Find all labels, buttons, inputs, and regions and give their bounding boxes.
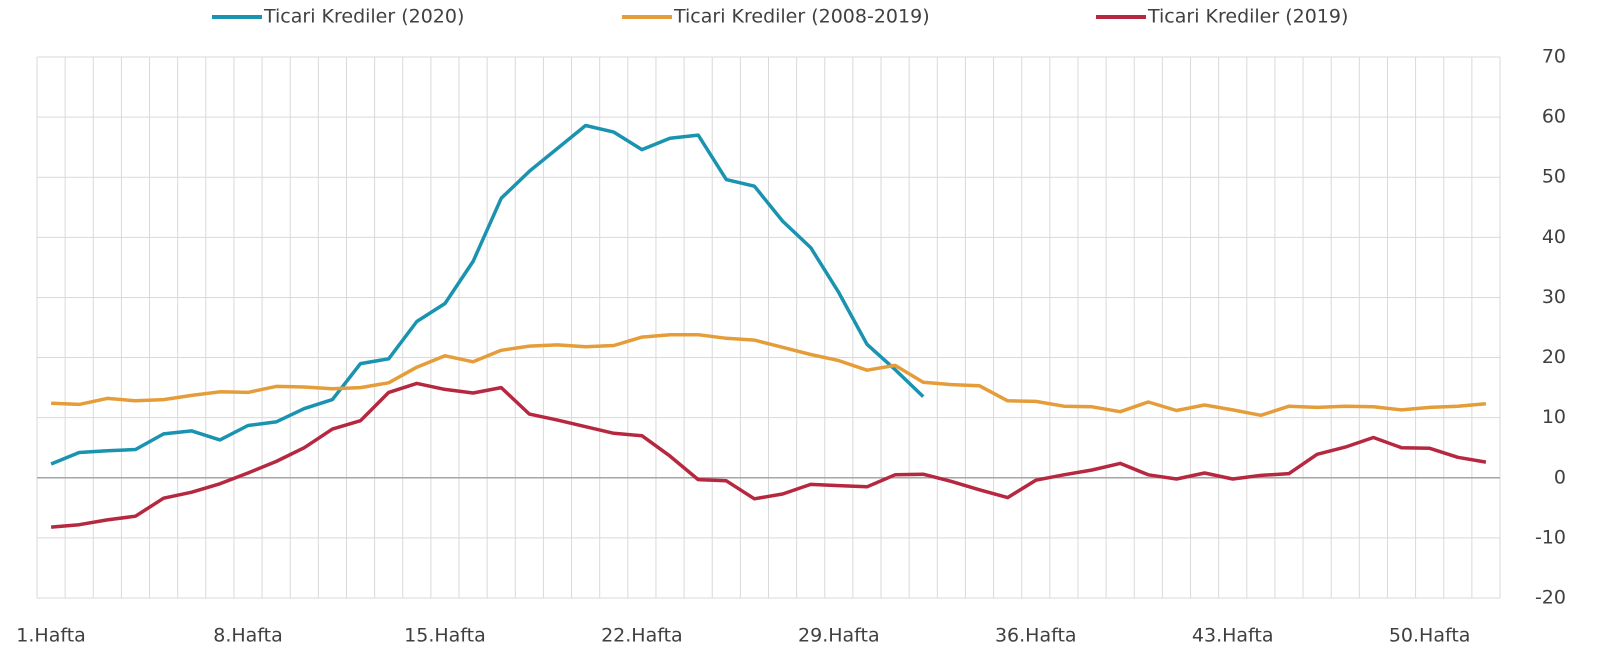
y-tick-label: -20: [1535, 587, 1566, 609]
legend-label: Ticari Krediler (2020): [263, 6, 464, 28]
y-tick-label: -10: [1535, 526, 1566, 548]
x-tick-label: 36.Hafta: [995, 625, 1077, 647]
series-line: [50, 381, 1487, 529]
legend-label: Ticari Krediler (2008-2019): [673, 6, 930, 28]
y-tick-label: 70: [1542, 46, 1566, 68]
y-tick-label: 0: [1554, 466, 1566, 488]
series-line: [51, 332, 1487, 418]
y-tick-label: 30: [1542, 286, 1566, 308]
y-tick-label: 20: [1542, 346, 1566, 368]
x-tick-label: 22.Hafta: [601, 625, 683, 647]
y-tick-label: 40: [1542, 226, 1566, 248]
x-tick-label: 50.Hafta: [1389, 625, 1471, 647]
x-tick-label: 8.Hafta: [213, 625, 283, 647]
legend-label: Ticari Krediler (2019): [1147, 6, 1348, 28]
x-tick-label: 43.Hafta: [1192, 625, 1274, 647]
y-tick-label: 50: [1542, 166, 1566, 188]
series-line: [50, 123, 925, 466]
y-tick-label: 10: [1542, 406, 1566, 428]
x-tick-label: 15.Hafta: [404, 625, 486, 647]
x-tick-label: 1.Hafta: [16, 625, 86, 647]
x-tick-label: 29.Hafta: [798, 625, 880, 647]
y-tick-label: 60: [1542, 106, 1566, 128]
